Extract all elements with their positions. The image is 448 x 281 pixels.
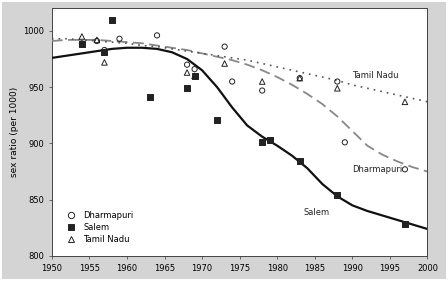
Dharmapuri xyxy=(101,48,108,52)
Y-axis label: sex ratio (per 1000): sex ratio (per 1000) xyxy=(10,87,19,177)
Dharmapuri xyxy=(93,39,100,43)
Tamil Nadu xyxy=(191,74,198,78)
Salem xyxy=(191,74,198,78)
Text: Tamil Nadu: Tamil Nadu xyxy=(352,71,399,80)
Salem xyxy=(401,222,409,227)
Tamil Nadu xyxy=(296,76,303,80)
Tamil Nadu xyxy=(101,60,108,65)
Dharmapuri xyxy=(334,79,341,84)
Salem xyxy=(78,42,86,47)
Dharmapuri xyxy=(401,167,409,172)
Dharmapuri xyxy=(153,33,160,38)
Salem xyxy=(266,138,273,142)
Tamil Nadu xyxy=(401,99,409,104)
Text: Dharmapuri: Dharmapuri xyxy=(352,165,403,174)
Dharmapuri xyxy=(341,140,349,144)
Dharmapuri xyxy=(258,88,266,93)
Dharmapuri xyxy=(184,62,191,67)
Dharmapuri xyxy=(296,76,303,80)
Dharmapuri xyxy=(191,67,198,71)
Dharmapuri xyxy=(221,44,228,49)
Salem xyxy=(296,159,303,164)
Dharmapuri xyxy=(116,37,123,41)
Salem xyxy=(184,86,191,90)
Dharmapuri xyxy=(228,79,236,84)
Salem xyxy=(108,17,116,22)
Legend: Dharmapuri, Salem, Tamil Nadu: Dharmapuri, Salem, Tamil Nadu xyxy=(60,207,137,247)
Tamil Nadu xyxy=(334,86,341,90)
Tamil Nadu xyxy=(221,61,228,66)
Tamil Nadu xyxy=(93,38,100,42)
Salem xyxy=(334,193,341,198)
Salem xyxy=(146,95,153,99)
Salem xyxy=(214,117,221,122)
Text: Salem: Salem xyxy=(303,209,330,217)
Tamil Nadu xyxy=(258,79,266,84)
Dharmapuri xyxy=(78,41,86,46)
Tamil Nadu xyxy=(78,34,86,39)
Tamil Nadu xyxy=(184,70,191,75)
Salem xyxy=(258,140,266,144)
Salem xyxy=(101,50,108,55)
